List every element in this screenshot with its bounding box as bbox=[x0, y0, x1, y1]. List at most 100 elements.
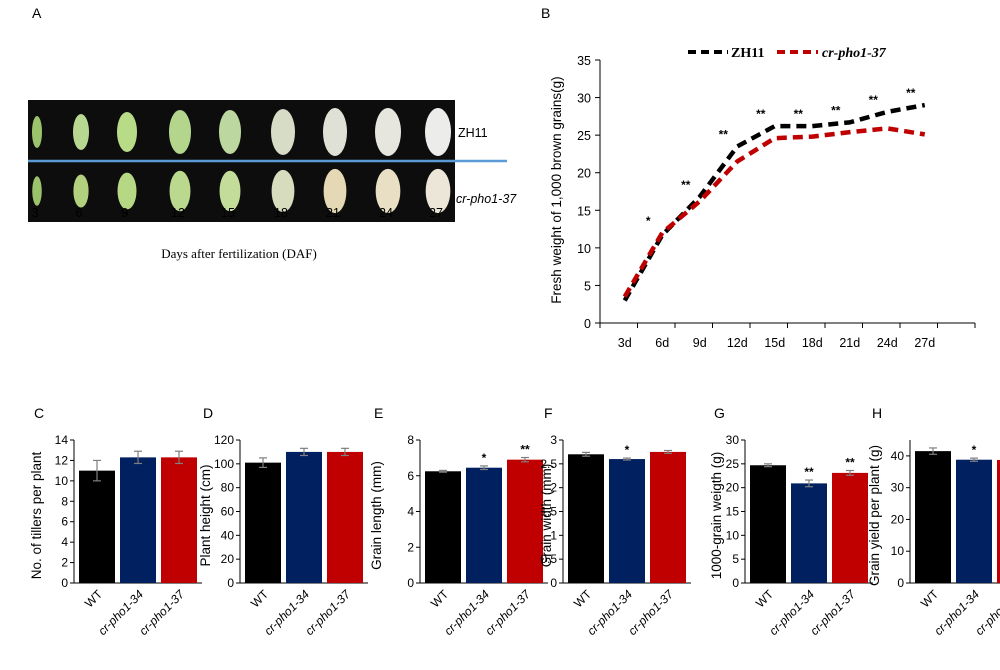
bar-cr-pho1-37 bbox=[832, 472, 868, 583]
y-tick-label: 15 bbox=[726, 505, 740, 519]
grain-cr-pho1-37-9d bbox=[117, 172, 137, 210]
panel-a-caption: Days after fertilization (DAF) bbox=[161, 246, 317, 261]
grain-zh11-9d bbox=[117, 112, 137, 152]
y-tick-label: 0 bbox=[61, 576, 68, 590]
day-label-6: 6 bbox=[76, 206, 83, 220]
y-tick-label: 60 bbox=[221, 505, 235, 519]
bar-WT bbox=[79, 470, 115, 583]
y-tick-label: 2 bbox=[407, 540, 414, 554]
grain-cr-pho1-37-3d bbox=[32, 176, 42, 206]
day-label-18: 18 bbox=[274, 206, 288, 220]
y-tick-label: 40 bbox=[891, 449, 905, 463]
bar-WT bbox=[568, 454, 604, 583]
x-tick-label-24d: 24d bbox=[877, 336, 898, 350]
y-tick-label: 14 bbox=[55, 433, 69, 447]
grain-cr-pho1-37-6d bbox=[73, 174, 89, 208]
y-tick-label: 12 bbox=[55, 453, 69, 467]
day-label-12: 12 bbox=[171, 206, 185, 220]
bar-cr-pho1-34 bbox=[286, 451, 322, 583]
grain-cr-pho1-37-21d bbox=[323, 168, 347, 214]
y-axis-label: No. of tillers per plant bbox=[29, 451, 44, 579]
significance-mark: ** bbox=[520, 443, 530, 457]
significance-mark: ** bbox=[804, 465, 814, 479]
significance-6d: * bbox=[646, 214, 651, 228]
y-tick-label: 2 bbox=[61, 556, 68, 570]
panel-label-g: G bbox=[714, 405, 725, 421]
bar-WT bbox=[425, 471, 461, 583]
series-line-zh11 bbox=[622, 102, 926, 302]
series-line-cr-pho1-37 bbox=[622, 126, 926, 298]
panel-label-a: A bbox=[32, 5, 42, 21]
y-tick-label: 4 bbox=[407, 505, 414, 519]
y-tick-label: 30 bbox=[577, 92, 591, 106]
grain-cr-pho1-37-27d bbox=[425, 168, 451, 214]
bar-cr-pho1-37 bbox=[997, 460, 1000, 583]
grain-zh11-27d bbox=[425, 108, 451, 156]
y-tick-label: 6 bbox=[407, 469, 414, 483]
y-tick-label: 15 bbox=[577, 204, 591, 218]
day-label-27: 27 bbox=[429, 206, 443, 220]
grain-zh11-18d bbox=[271, 109, 295, 155]
y-tick-label: 30 bbox=[726, 433, 740, 447]
day-label-24: 24 bbox=[379, 206, 393, 220]
x-tick-label-12d: 12d bbox=[727, 336, 748, 350]
grain-row-zh11 bbox=[32, 108, 451, 156]
y-tick-label: 1.5 bbox=[540, 505, 557, 519]
grain-zh11-15d bbox=[219, 110, 241, 154]
y-tick-label: 2.5 bbox=[540, 457, 557, 471]
bar-WT bbox=[915, 451, 951, 583]
day-label-9: 9 bbox=[122, 206, 129, 220]
x-tick-label-cr-pho1-37: cr-pho1-37 bbox=[807, 586, 859, 638]
significance-27d: ** bbox=[906, 86, 916, 100]
y-tick-label: 5 bbox=[732, 552, 739, 566]
bar-cr-pho1-37 bbox=[327, 451, 363, 583]
x-tick-label-cr-pho1-37: cr-pho1-37 bbox=[625, 586, 677, 638]
bar-cr-pho1-37 bbox=[507, 459, 543, 583]
panel-label-b: B bbox=[541, 5, 550, 21]
grain-zh11-12d bbox=[169, 110, 191, 154]
bar-cr-pho1-37 bbox=[650, 451, 686, 583]
significance-24d: ** bbox=[869, 93, 879, 107]
y-tick-label: 100 bbox=[214, 457, 234, 471]
bar-cr-pho1-34 bbox=[609, 459, 645, 583]
x-tick-label-WT: WT bbox=[571, 587, 595, 611]
panel-label-h: H bbox=[872, 405, 882, 421]
legend-label-cr-pho1-37: cr-pho1-37 bbox=[822, 46, 887, 61]
y-tick-label: 20 bbox=[726, 481, 740, 495]
y-axis-label: Fresh weight of 1,000 brown grains(g) bbox=[549, 76, 564, 303]
y-tick-label: 5 bbox=[584, 279, 591, 293]
x-tick-label-WT: WT bbox=[82, 587, 106, 611]
significance-12d: ** bbox=[719, 127, 729, 141]
panel-label-d: D bbox=[203, 405, 213, 421]
y-tick-label: 0 bbox=[227, 576, 234, 590]
grain-zh11-21d bbox=[323, 108, 347, 156]
grain-zh11-3d bbox=[32, 116, 42, 148]
series-lines bbox=[622, 102, 926, 302]
significance-marks: ******* ** **** ** bbox=[646, 86, 916, 228]
row-label-zh11: ZH11 bbox=[458, 126, 488, 140]
legend-label-zh11: ZH11 bbox=[731, 46, 764, 61]
significance-9d: ** bbox=[681, 178, 691, 192]
x-tick-label-9d: 9d bbox=[693, 336, 707, 350]
y-tick-label: 10 bbox=[726, 528, 740, 542]
x-tick-label-WT: WT bbox=[248, 587, 272, 611]
x-tick-label-WT: WT bbox=[428, 587, 452, 611]
y-tick-label: 30 bbox=[891, 481, 905, 495]
y-tick-label: 3 bbox=[550, 433, 557, 447]
panel-d: D 0 20 40 60 80 100 120 Plant height (cm) WT cr-ph… bbox=[198, 405, 368, 638]
bar-cr-pho1-34 bbox=[120, 457, 156, 583]
bar-cr-pho1-34 bbox=[956, 459, 992, 583]
panel-b: B ZH11 cr-pho1-37 Fresh weight of 1,000 … bbox=[541, 5, 976, 350]
bar-WT bbox=[245, 462, 281, 583]
grain-cr-pho1-37-24d bbox=[375, 168, 401, 214]
significance-mark: * bbox=[482, 451, 487, 465]
panel-c: C 0 2 4 6 8 10 12 14 No. of tillers per plant WT cr… bbox=[29, 405, 202, 638]
y-tick-label: 35 bbox=[577, 54, 591, 68]
row-label-cr-pho1-37: cr-pho1-37 bbox=[456, 192, 517, 206]
panel-label-f: F bbox=[544, 405, 553, 421]
y-tick-label: 0 bbox=[732, 576, 739, 590]
day-label-21: 21 bbox=[326, 206, 340, 220]
